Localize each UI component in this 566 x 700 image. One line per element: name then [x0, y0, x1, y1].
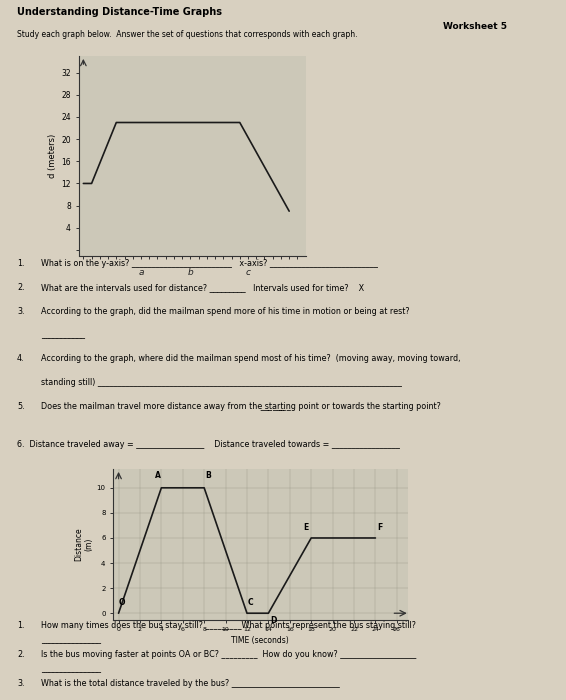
Text: c: c: [246, 267, 251, 276]
Text: A: A: [155, 471, 161, 480]
Text: standing still) ________________________________________________________________: standing still) ________________________…: [41, 378, 402, 387]
Text: What are the intervals used for distance? _________   Intervals used for time?  : What are the intervals used for distance…: [41, 283, 364, 292]
Text: According to the graph, did the mailman spend more of his time in motion or bein: According to the graph, did the mailman …: [41, 307, 410, 316]
Text: E: E: [303, 523, 308, 532]
Text: What is on the y-axis? _________________________   x-axis? _____________________: What is on the y-axis? _________________…: [41, 259, 378, 268]
Text: Understanding Distance-Time Graphs: Understanding Distance-Time Graphs: [17, 7, 222, 17]
Text: 1.: 1.: [17, 621, 24, 630]
Text: O: O: [118, 598, 125, 607]
Text: 6.  Distance traveled away = _________________    Distance traveled towards = __: 6. Distance traveled away = ____________…: [17, 440, 400, 449]
Text: ___________: ___________: [41, 330, 85, 340]
Y-axis label: Distance
(m): Distance (m): [74, 527, 94, 561]
Text: 3.: 3.: [17, 307, 24, 316]
Text: 2.: 2.: [17, 283, 24, 292]
Text: What is the total distance traveled by the bus? ___________________________: What is the total distance traveled by t…: [41, 679, 340, 688]
Text: Is the bus moving faster at points OA or BC? _________  How do you know? _______: Is the bus moving faster at points OA or…: [41, 650, 416, 659]
Text: D: D: [271, 615, 277, 624]
Text: b: b: [187, 267, 193, 276]
Text: F: F: [377, 523, 382, 532]
Text: Study each graph below.  Answer the set of questions that corresponds with each : Study each graph below. Answer the set o…: [17, 29, 358, 38]
Text: Worksheet 5: Worksheet 5: [443, 22, 507, 31]
Text: B: B: [205, 471, 211, 480]
Text: According to the graph, where did the mailman spend most of his time?  (moving a: According to the graph, where did the ma…: [41, 354, 460, 363]
Text: _______________: _______________: [41, 664, 101, 673]
Text: Does the mailman travel more distance away from the ̲s̲t̲a̲r̲t̲i̲n̲g point or to: Does the mailman travel more distance aw…: [41, 402, 441, 411]
Text: 5.: 5.: [17, 402, 24, 411]
X-axis label: TIME (seconds): TIME (seconds): [231, 636, 289, 645]
Text: 3.: 3.: [17, 679, 24, 688]
Text: _______________: _______________: [41, 636, 101, 645]
Text: 1.: 1.: [17, 259, 24, 268]
Text: 4.: 4.: [17, 354, 24, 363]
Y-axis label: d (meters): d (meters): [48, 134, 57, 178]
Text: How many times does the bus stay still? _________What points represent the bus s: How many times does the bus stay still? …: [41, 621, 416, 630]
Text: a: a: [138, 267, 144, 276]
Text: 2.: 2.: [17, 650, 24, 659]
Text: C: C: [247, 598, 253, 607]
